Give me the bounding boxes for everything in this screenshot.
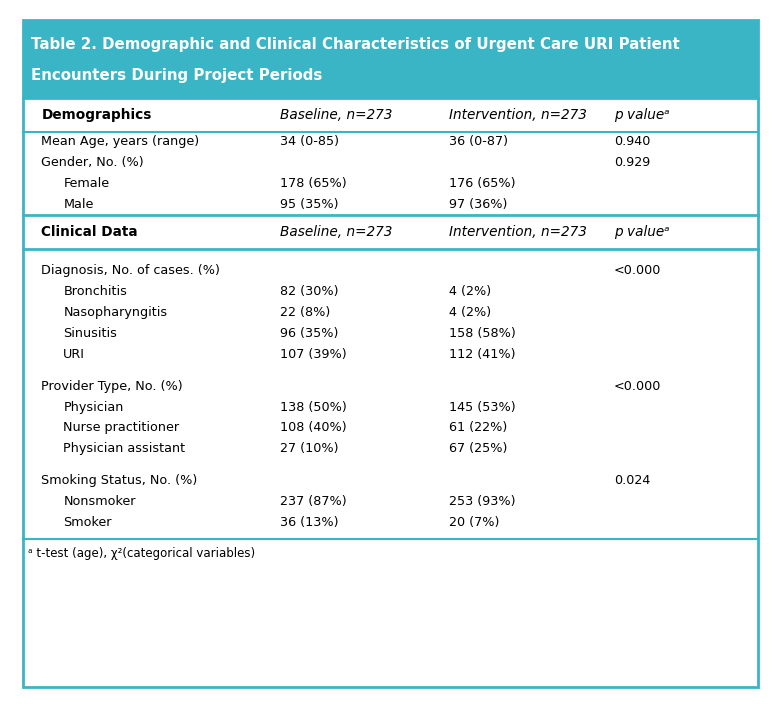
Text: Smoker: Smoker	[63, 516, 112, 529]
Text: 34 (0-85): 34 (0-85)	[280, 136, 339, 148]
Text: Mean Age, years (range): Mean Age, years (range)	[41, 136, 199, 148]
Text: 237 (87%): 237 (87%)	[280, 496, 347, 508]
Text: 138 (50%): 138 (50%)	[280, 401, 347, 414]
Text: 27 (10%): 27 (10%)	[280, 443, 338, 455]
Text: Bronchitis: Bronchitis	[63, 285, 127, 298]
Text: Demographics: Demographics	[41, 107, 152, 122]
Text: 107 (39%): 107 (39%)	[280, 348, 347, 361]
Text: Table 2. Demographic and Clinical Characteristics of Urgent Care URI Patient: Table 2. Demographic and Clinical Charac…	[31, 37, 680, 52]
Text: 4 (2%): 4 (2%)	[448, 306, 490, 319]
Text: Nonsmoker: Nonsmoker	[63, 496, 136, 508]
Text: Intervention, n=273: Intervention, n=273	[448, 225, 587, 239]
Text: 67 (25%): 67 (25%)	[448, 443, 507, 455]
Text: Physician: Physician	[63, 401, 123, 414]
Text: 253 (93%): 253 (93%)	[448, 496, 515, 508]
Text: 61 (22%): 61 (22%)	[448, 421, 507, 434]
Text: 96 (35%): 96 (35%)	[280, 327, 338, 339]
Text: 20 (7%): 20 (7%)	[448, 516, 499, 529]
Text: Baseline, n=273: Baseline, n=273	[280, 225, 392, 239]
Text: Baseline, n=273: Baseline, n=273	[280, 107, 392, 122]
Text: 0.929: 0.929	[614, 156, 650, 169]
Text: Diagnosis, No. of cases. (%): Diagnosis, No. of cases. (%)	[41, 264, 220, 277]
Text: 97 (36%): 97 (36%)	[448, 198, 507, 211]
Text: ᵃ t-test (age), χ²(categorical variables): ᵃ t-test (age), χ²(categorical variables…	[28, 547, 255, 560]
Text: 36 (0-87): 36 (0-87)	[448, 136, 508, 148]
Text: 4 (2%): 4 (2%)	[448, 285, 490, 298]
Text: Encounters During Project Periods: Encounters During Project Periods	[31, 69, 323, 83]
Text: 82 (30%): 82 (30%)	[280, 285, 338, 298]
Text: 95 (35%): 95 (35%)	[280, 198, 338, 211]
Text: Male: Male	[63, 198, 94, 211]
Text: <0.000: <0.000	[614, 380, 662, 392]
Text: 0.024: 0.024	[614, 474, 651, 487]
Text: 22 (8%): 22 (8%)	[280, 306, 330, 319]
Text: Female: Female	[63, 177, 109, 190]
Text: 178 (65%): 178 (65%)	[280, 177, 347, 190]
Text: Clinical Data: Clinical Data	[41, 225, 138, 239]
Text: Provider Type, No. (%): Provider Type, No. (%)	[41, 380, 183, 392]
Bar	[23, 20, 758, 98]
Text: Nasopharyngitis: Nasopharyngitis	[63, 306, 167, 319]
Text: Gender, No. (%): Gender, No. (%)	[41, 156, 144, 169]
Text: Physician assistant: Physician assistant	[63, 443, 185, 455]
Text: URI: URI	[63, 348, 85, 361]
Text: 0.940: 0.940	[614, 136, 651, 148]
Text: Sinusitis: Sinusitis	[63, 327, 117, 339]
Text: Intervention, n=273: Intervention, n=273	[448, 107, 587, 122]
Text: 176 (65%): 176 (65%)	[448, 177, 515, 190]
Text: <0.000: <0.000	[614, 264, 662, 277]
Text: 112 (41%): 112 (41%)	[448, 348, 515, 361]
Text: 108 (40%): 108 (40%)	[280, 421, 347, 434]
Text: Smoking Status, No. (%): Smoking Status, No. (%)	[41, 474, 198, 487]
Text: 145 (53%): 145 (53%)	[448, 401, 515, 414]
Text: 36 (13%): 36 (13%)	[280, 516, 338, 529]
Text: p valueᵃ: p valueᵃ	[614, 107, 669, 122]
Text: Nurse practitioner: Nurse practitioner	[63, 421, 180, 434]
Text: p valueᵃ: p valueᵃ	[614, 225, 669, 239]
Text: 158 (58%): 158 (58%)	[448, 327, 515, 339]
